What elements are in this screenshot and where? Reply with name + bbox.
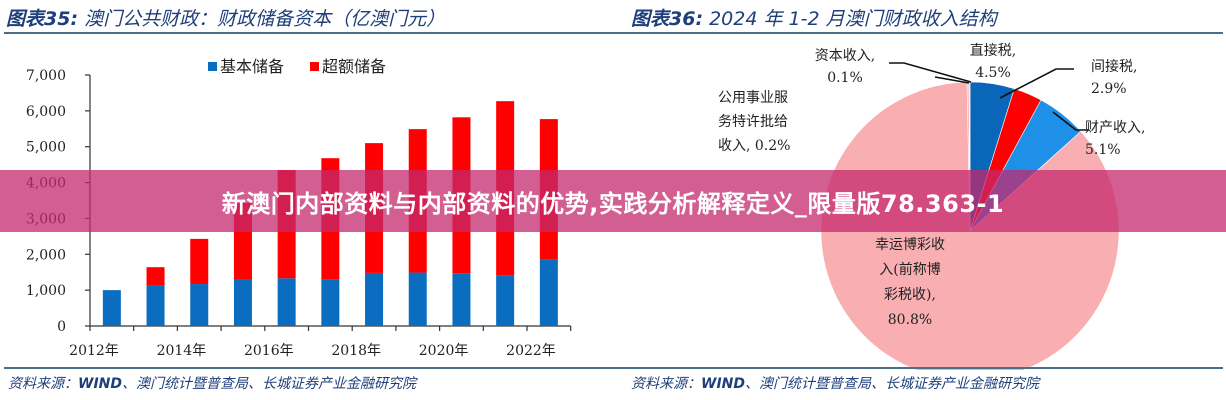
legend-swatch	[310, 62, 319, 71]
pie-label-gaming: 入(前称博	[879, 261, 940, 278]
overlay-banner: 新澳门内部资料与内部资料的优势,实践分析解释定义_限量版78.363-1	[0, 170, 1226, 232]
bar-segment	[190, 284, 209, 326]
pie-label-property: 财产收入,	[1085, 120, 1145, 136]
y-tick-label: 2,000	[26, 247, 66, 263]
pie-label-indirect: 2.9%	[1091, 81, 1127, 97]
x-tick-label: 2012年	[69, 343, 119, 359]
bar-segment	[408, 272, 427, 326]
bar-segment	[539, 259, 558, 326]
y-tick-label: 1,000	[26, 283, 66, 299]
y-tick-label: 6,000	[26, 104, 66, 120]
pie-label-gaming: 80.8%	[888, 312, 932, 328]
left-source-note: 资料来源：WIND、澳门统计暨普查局、长城证券产业金融研究院	[8, 373, 416, 393]
pie-label-capital: 资本收入,	[815, 48, 875, 64]
pie-label-gaming: 幸运博彩收	[875, 236, 945, 253]
right-figure-title: 图表36: 2024 年 1-2 月澳门财政收入结构	[631, 4, 997, 31]
bar-segment	[365, 272, 384, 326]
right-title-rule	[613, 32, 1223, 34]
bar-segment	[321, 279, 340, 326]
left-figure-number: 图表35:	[6, 8, 79, 30]
pie-label-gaming: 彩税收),	[884, 287, 936, 303]
pie-label-utility: 务特许批给	[718, 114, 788, 130]
right-source-bold: WIND	[701, 376, 745, 392]
leader-line-capital	[889, 62, 972, 83]
x-tick-label: 2022年	[506, 343, 556, 359]
x-tick-label: 2020年	[419, 343, 469, 359]
leader-line-indirect	[999, 68, 1074, 99]
x-tick-label: 2018年	[331, 343, 381, 359]
bar-segment	[146, 285, 165, 326]
left-source-bold: WIND	[78, 376, 122, 392]
legend-label: 超额储备	[322, 57, 386, 76]
right-source-rule	[613, 367, 1223, 369]
pie-label-capital: 0.1%	[827, 70, 863, 86]
right-figure-title-text: 2024 年 1-2 月澳门财政收入结构	[709, 8, 997, 30]
pie-label-indirect: 间接税,	[1091, 58, 1137, 75]
bar-segment	[146, 267, 165, 286]
x-tick-label: 2014年	[157, 343, 207, 359]
leader-line-direct	[934, 76, 970, 84]
bar-segment	[277, 278, 296, 326]
right-source-rest: 、澳门统计暨普查局、长城证券产业金融研究院	[745, 376, 1039, 392]
banner-text: 新澳门内部资料与内部资料的优势,实践分析解释定义_限量版78.363-1	[221, 189, 1005, 218]
left-source-rule	[4, 367, 613, 369]
bar-segment	[190, 238, 209, 285]
left-figure-title: 图表35: 澳门公共财政：财政储备资本（亿澳门元）	[6, 4, 445, 31]
pie-label-utility: 收入, 0.2%	[718, 138, 790, 154]
y-tick-label: 5,000	[26, 140, 66, 156]
leader-line-property	[1052, 111, 1089, 131]
pie-label-property: 5.1%	[1085, 142, 1121, 158]
bar-segment	[496, 275, 515, 326]
legend-label: 基本储备	[220, 57, 284, 76]
left-title-rule	[4, 32, 613, 34]
right-figure-number: 图表36:	[631, 8, 704, 30]
legend-swatch	[208, 62, 217, 71]
pie-label-utility: 公用事业服	[718, 90, 788, 106]
right-source-note: 资料来源：WIND、澳门统计暨普查局、长城证券产业金融研究院	[631, 373, 1039, 393]
x-tick-label: 2016年	[244, 343, 294, 359]
pie-label-direct: 4.5%	[975, 65, 1011, 81]
pie-label-direct: 直接税,	[970, 42, 1016, 59]
left-source-prefix: 资料来源：	[8, 376, 78, 392]
bar-segment	[233, 279, 252, 326]
right-figure-panel: 图表36: 2024 年 1-2 月澳门财政收入结构 资本收入, 0.1% 公用事业…	[613, 0, 1226, 400]
right-source-prefix: 资料来源：	[631, 376, 701, 392]
bar-segment	[102, 290, 121, 326]
y-tick-label: 7,000	[26, 68, 66, 84]
y-tick-label: 0	[57, 319, 66, 335]
bar-segment	[452, 273, 471, 326]
left-source-rest: 、澳门统计暨普查局、长城证券产业金融研究院	[122, 376, 416, 392]
left-figure-title-text: 澳门公共财政：财政储备资本（亿澳门元）	[84, 8, 446, 30]
